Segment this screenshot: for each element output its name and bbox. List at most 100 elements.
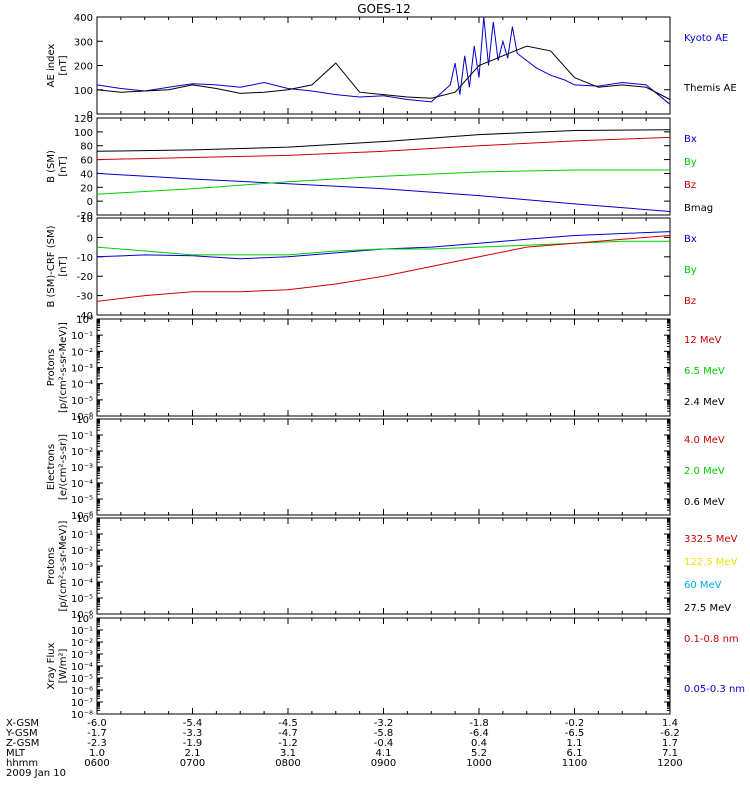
y-tick-label: 120 [74, 114, 93, 125]
y-tick-label: -30 [77, 292, 93, 303]
ephemeris-value: 1.0 [89, 748, 105, 759]
ephemeris-value: 3.1 [280, 748, 296, 759]
y-axis-label: [nT] [58, 156, 69, 176]
y-tick-label: 10⁻⁴ [71, 662, 93, 673]
y-tick-label: 10⁻⁴ [71, 380, 93, 391]
panel-frame [96, 418, 671, 516]
ephemeris-value: -0.2 [565, 718, 585, 729]
y-tick-label: 10⁻¹ [71, 331, 93, 342]
ephemeris-value: 1000 [466, 758, 491, 769]
ephemeris-value: 4.1 [376, 748, 392, 759]
ephemeris-value: -1.2 [278, 738, 298, 749]
legend-entry: 0.6 MeV [684, 497, 725, 508]
y-axis-label: [p/(cm²-s-sr-MeV)] [58, 520, 69, 611]
y-tick-label: 0 [87, 110, 93, 121]
panel-5: 10⁰ 10⁻¹ 10⁻² 10⁻³ 10⁻⁴ 10⁻⁵ 10⁻⁶ Electrons [e/(… [46, 415, 725, 522]
panel-frame [96, 117, 671, 216]
ephemeris-value: -1.8 [469, 718, 489, 729]
ephemeris-value: -3.2 [374, 718, 394, 729]
ephemeris-value: 0.4 [471, 738, 487, 749]
y-tick-label: 10⁻¹ [71, 431, 93, 442]
ephemeris-value: -4.5 [278, 718, 298, 729]
y-tick-label: 20 [80, 183, 93, 194]
y-tick-label: 40 [80, 169, 93, 180]
panel-2: -20 0 20 40 60 80 100 120 B (SM) [nT] Bx By Bz Bmag [46, 114, 713, 222]
y-tick-label: -20 [77, 211, 93, 222]
y-tick-label: 10⁻³ [71, 364, 93, 375]
y-tick-label: 10⁻⁷ [71, 698, 93, 709]
y-tick-label: 10⁻² [71, 347, 93, 358]
legend-entry: By [684, 265, 697, 276]
legend-entry: 27.5 MeV [684, 603, 731, 614]
ephemeris-value: -6.0 [87, 718, 107, 729]
series-by [96, 240, 670, 256]
legend-entry: Bx [684, 234, 697, 245]
legend-entry: Bmag [684, 203, 713, 214]
legend-entry: 122.5 MeV [684, 557, 738, 568]
y-tick-label: 10⁰ [76, 315, 93, 326]
y-tick-label: 10⁻⁴ [71, 479, 93, 490]
ephemeris-table: X-GSM -6.0 -5.4 -4.5 -3.2 -1.8 -0.2 1.4 Y-GSM -1.… [5, 718, 683, 769]
series-bz [96, 136, 671, 161]
ephemeris-value: -0.4 [374, 738, 394, 749]
ephemeris-row-label: Z-GSM [6, 738, 39, 749]
ephemeris-value: 1.1 [567, 738, 583, 749]
y-tick-label: 10⁰ [76, 415, 93, 426]
y-tick-label: 10⁻⁵ [71, 674, 93, 685]
series-bmag [96, 129, 671, 152]
ephemeris-value: 6.1 [567, 748, 583, 759]
ephemeris-value: -3.3 [183, 728, 203, 739]
y-tick-label: 10⁻³ [71, 650, 93, 661]
ephemeris-value: -1.7 [87, 728, 107, 739]
y-tick-label: 100 [74, 128, 93, 139]
y-tick-label: 10⁻³ [71, 463, 93, 474]
ephemeris-value: 1.4 [662, 718, 678, 729]
series-themis-ae [96, 45, 671, 100]
y-axis-label: Protons [46, 547, 57, 584]
panel-frame [96, 617, 671, 715]
ephemeris-value: 0600 [84, 758, 109, 769]
legend-entry: Bx [684, 134, 697, 145]
panel-4: 10⁰ 10⁻¹ 10⁻² 10⁻³ 10⁻⁴ 10⁻⁵ 10⁻⁶ Protons [p/(cm… [46, 315, 725, 423]
y-tick-label: 0 [87, 197, 93, 208]
legend-entry: 6.5 MeV [684, 366, 725, 377]
legend-entry: Kyoto AE [684, 33, 728, 44]
series-bx [96, 231, 671, 260]
y-tick-label: 10⁻⁵ [71, 594, 93, 605]
legend-entry: Themis AE [683, 83, 737, 94]
y-tick-label: 10⁻⁵ [71, 495, 93, 506]
y-axis-label: B (SM) [46, 150, 57, 183]
panel-6: 10⁰ 10⁻¹ 10⁻² 10⁻³ 10⁻⁴ 10⁻⁵ 10⁻⁶ Protons [p/(cm… [46, 514, 738, 621]
y-axis-label: AE index [46, 44, 57, 88]
y-tick-label: 10⁰ [76, 514, 93, 525]
ephemeris-value: -6.5 [565, 728, 585, 739]
y-tick-label: -40 [77, 311, 93, 322]
y-axis-label: Electrons [46, 444, 57, 490]
y-tick-label: 10⁻² [71, 447, 93, 458]
y-tick-label: 200 [74, 62, 93, 73]
y-axis-label: B (SM)-CRF (SM) [46, 225, 57, 307]
panel-1: 0 100 200 300 400 AE index [nT] Kyoto AE Themis … [46, 13, 737, 121]
y-tick-label: 10⁻⁶ [71, 610, 93, 621]
series-bx [96, 172, 671, 212]
ephemeris-row-label: hhmm [6, 758, 38, 769]
ephemeris-value: 2.1 [185, 748, 201, 759]
y-tick-label: -10 [77, 253, 93, 264]
ephemeris-value: -5.8 [374, 728, 394, 739]
y-tick-label: 10⁻¹ [71, 626, 93, 637]
y-tick-label: 0 [87, 233, 93, 244]
y-tick-label: 400 [74, 13, 93, 24]
y-tick-label: 300 [74, 37, 93, 48]
legend-entry: 60 MeV [684, 580, 722, 591]
y-tick-label: 10⁻⁴ [71, 578, 93, 589]
panel-3: -40 -30 -20 -10 0 10 B (SM)-CRF (SM) [nT] Bx By Bz [46, 214, 697, 322]
y-tick-label: 10⁰ [76, 614, 93, 625]
ephemeris-value: -6.4 [469, 728, 489, 739]
ephemeris-value: 0900 [371, 758, 396, 769]
date-label: 2009 Jan 10 [6, 768, 66, 779]
y-axis-label: [p/(cm²-s-sr-MeV)] [58, 322, 69, 413]
plot-title: GOES-12 [357, 2, 411, 16]
y-tick-label: 60 [80, 156, 93, 167]
ephemeris-value: -5.4 [183, 718, 203, 729]
